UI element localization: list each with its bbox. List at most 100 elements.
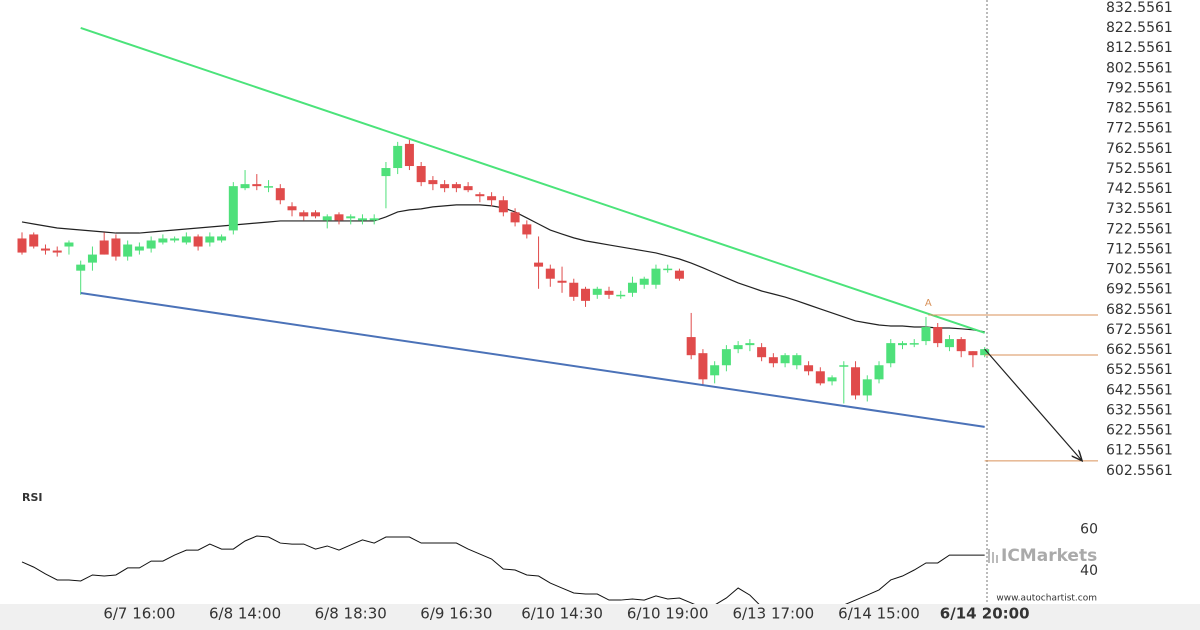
y-tick-label: 832.5561 xyxy=(1106,0,1173,16)
y-tick-label: 772.5561 xyxy=(1106,121,1173,137)
candle-body xyxy=(205,236,215,243)
y-tick-label: 762.5561 xyxy=(1106,141,1173,157)
candle-body xyxy=(768,357,778,364)
x-tick-label: 6/7 16:00 xyxy=(103,605,175,623)
candle-body xyxy=(944,339,954,348)
candle-body xyxy=(592,288,602,295)
candle-body xyxy=(440,184,450,189)
candle-body xyxy=(322,216,332,221)
candle-body xyxy=(29,234,39,247)
candle-body xyxy=(651,268,661,285)
y-tick-label: 742.5561 xyxy=(1106,181,1173,197)
candle-body xyxy=(933,327,943,344)
pattern-point-label: A xyxy=(925,298,932,309)
rsi-tick-label: 60 xyxy=(1080,521,1098,537)
candle-body xyxy=(111,238,121,257)
x-tick-label: 6/14 20:00 xyxy=(940,605,1030,623)
candle-body xyxy=(557,280,567,283)
candle-body xyxy=(745,343,755,346)
candle-body xyxy=(52,250,62,253)
rsi-title: RSI xyxy=(22,491,43,504)
candle-body xyxy=(604,290,614,295)
y-tick-label: 692.5561 xyxy=(1106,282,1173,298)
candle-body xyxy=(170,238,180,241)
y-tick-label: 712.5561 xyxy=(1106,241,1173,257)
candle-body xyxy=(639,278,649,285)
candle-body xyxy=(968,351,978,356)
brand: ICMarkets xyxy=(1001,546,1097,566)
candle-body xyxy=(627,282,637,293)
candle-body xyxy=(757,347,767,358)
candle-body xyxy=(40,248,50,251)
candle-body xyxy=(181,236,191,243)
candle-body xyxy=(956,339,966,352)
y-tick-label: 792.5561 xyxy=(1106,80,1173,96)
candle-body xyxy=(463,186,473,191)
candle-body xyxy=(721,349,731,366)
rsi-pane xyxy=(21,535,985,604)
candle-body xyxy=(428,180,438,185)
rsi-line xyxy=(21,535,985,604)
y-tick-label: 782.5561 xyxy=(1106,101,1173,117)
y-tick-label: 652.5561 xyxy=(1106,362,1173,378)
candle-body xyxy=(851,367,861,396)
x-tick-label: 6/10 14:30 xyxy=(521,605,603,623)
candle-body xyxy=(710,365,720,376)
price-pane xyxy=(17,27,1098,462)
candle-body xyxy=(980,349,990,356)
candle-body xyxy=(827,377,837,382)
candle-body xyxy=(87,254,97,263)
candle-body xyxy=(252,184,262,187)
candle-body xyxy=(123,244,133,257)
candle-body xyxy=(475,194,485,197)
x-tick-label: 6/14 15:00 xyxy=(838,605,920,623)
y-tick-label: 672.5561 xyxy=(1106,322,1173,338)
forecast-arrow xyxy=(984,348,1082,461)
candle-body xyxy=(64,242,74,247)
candle-body xyxy=(158,238,168,243)
candle-body xyxy=(369,218,379,221)
candle-body xyxy=(522,224,532,235)
candle-body xyxy=(451,184,461,189)
logo-bar xyxy=(992,552,994,563)
candle-body xyxy=(487,196,497,201)
candle-body xyxy=(311,212,320,217)
candle-body xyxy=(534,262,544,267)
x-axis-band xyxy=(0,604,1200,630)
candle-body xyxy=(76,264,86,271)
candle-body xyxy=(698,353,708,380)
candle-body xyxy=(99,240,109,255)
candle-body xyxy=(663,268,673,271)
y-tick-label: 632.5561 xyxy=(1106,402,1173,418)
x-tick-label: 6/8 14:00 xyxy=(209,605,281,623)
candle-body xyxy=(686,337,696,356)
y-tick-label: 822.5561 xyxy=(1106,20,1173,36)
logo-bar xyxy=(996,555,998,563)
y-tick-label: 662.5561 xyxy=(1106,342,1173,358)
y-tick-label: 732.5561 xyxy=(1106,201,1173,217)
y-tick-label: 702.5561 xyxy=(1106,262,1173,278)
candle-body xyxy=(287,206,297,211)
candle-body xyxy=(545,268,555,279)
x-tick-label: 6/10 19:00 xyxy=(627,605,709,623)
candle-body xyxy=(498,200,508,213)
y-tick-label: 752.5561 xyxy=(1106,161,1173,177)
candle-body xyxy=(275,188,285,201)
candle-body xyxy=(404,143,414,167)
moving-average xyxy=(21,204,985,333)
x-tick-label: 6/9 16:30 xyxy=(420,605,492,623)
trend-line xyxy=(80,292,985,428)
candle-body xyxy=(146,240,156,249)
candle-body xyxy=(334,214,344,221)
candle-body xyxy=(264,186,274,188)
candle-body xyxy=(581,288,591,301)
site: www.autochartist.com xyxy=(996,594,1097,604)
candle-body xyxy=(357,218,367,221)
candle-body xyxy=(674,270,684,279)
candle-body xyxy=(921,327,931,342)
y-tick-label: 622.5561 xyxy=(1106,423,1173,439)
candle-body xyxy=(839,365,849,367)
candle-body xyxy=(346,216,356,219)
y-tick-label: 682.5561 xyxy=(1106,302,1173,318)
